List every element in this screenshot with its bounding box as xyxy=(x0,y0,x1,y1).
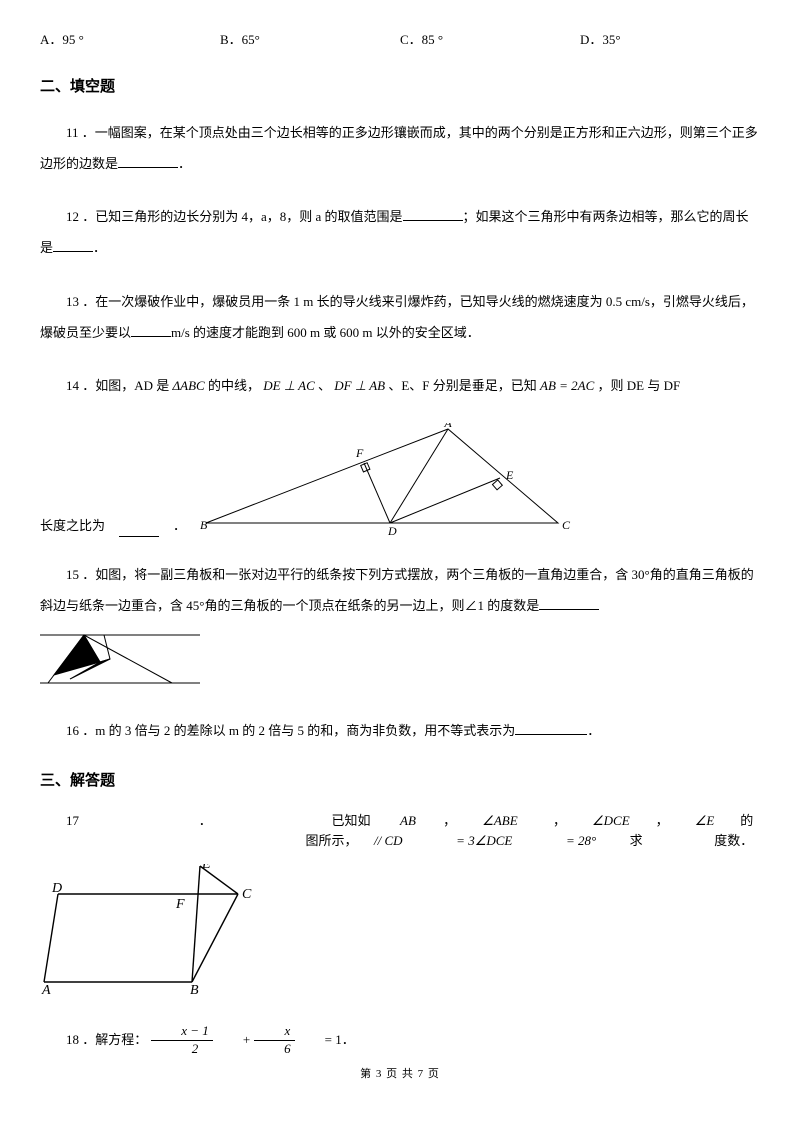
svg-text:C: C xyxy=(242,887,252,902)
q16-blank xyxy=(515,734,587,735)
q12-blank-2 xyxy=(53,251,93,252)
q17-tail2: 的度数． xyxy=(714,811,760,853)
question-12: 12 ．已知三角形的边长分别为 4，a，8，则 a 的取值范围是；如果这个三角形… xyxy=(40,201,760,263)
q18-frac2-num: x xyxy=(254,1024,295,1040)
q14-math-df: DF ⊥ AB xyxy=(334,378,385,393)
q17-gap2 xyxy=(212,811,306,853)
option-b: B．65° xyxy=(220,30,400,51)
q14-math-ab: AB = 2AC xyxy=(540,378,594,393)
question-18: 18 ．解方程： x − 1 2 + x 6 = 1． xyxy=(40,1024,760,1056)
q17-m2: ∠ABE = 3∠DCE xyxy=(456,811,527,853)
q17-m1: AB // CD xyxy=(374,811,417,853)
q17-m3: ∠DCE = 28° xyxy=(566,811,630,853)
q12-text-a: 12 ．已知三角形的边长分别为 4，a，8，则 a 的取值范围是 xyxy=(66,209,403,224)
q15-figure xyxy=(40,629,760,693)
q14-tail-dot: ． xyxy=(173,516,186,537)
q18-eq: = 1． xyxy=(299,1030,355,1051)
question-15: 15 ．如图，将一副三角板和一张对边平行的纸条按下列方式摆放，两个三角板的一直角… xyxy=(40,559,760,621)
q18-frac1-den: 2 xyxy=(151,1041,213,1056)
q17-gap xyxy=(79,811,173,853)
svg-text:B: B xyxy=(200,518,208,532)
q15-text: 15 ．如图，将一副三角板和一张对边平行的纸条按下列方式摆放，两个三角板的一直角… xyxy=(40,567,754,613)
q18-frac2-den: 6 xyxy=(254,1041,295,1056)
q14-blank xyxy=(119,536,159,537)
q14-tail-l: 长度之比为 xyxy=(40,516,105,537)
q14-e: ，则 DE 与 DF xyxy=(598,378,681,393)
svg-text:A: A xyxy=(443,423,452,430)
question-11: 11 ．一幅图案，在某个顶点处由三个边长相等的正多边形镶嵌而成，其中的两个分别是… xyxy=(40,117,760,179)
q17-dot: ． xyxy=(173,811,212,853)
q17-text: 已知如图所示， xyxy=(305,811,374,853)
svg-text:D: D xyxy=(51,881,62,896)
q12-tail: ． xyxy=(93,240,106,255)
svg-text:E: E xyxy=(505,468,514,482)
q14-math-abc: ΔABC xyxy=(173,378,205,393)
q14-b: 的中线， xyxy=(208,378,260,393)
q12-blank-1 xyxy=(403,220,463,221)
question-13: 13 ．在一次爆破作业中，爆破员用一条 1 m 长的导火线来引爆炸药，已知导火线… xyxy=(40,286,760,348)
q16-tail: ． xyxy=(587,723,600,738)
svg-text:E: E xyxy=(201,864,211,872)
q11-tail: ． xyxy=(178,156,191,171)
q17-figure: A B C D E F xyxy=(36,864,760,994)
q17-sep2: ， xyxy=(527,811,566,853)
q17-m4: ∠E xyxy=(669,811,715,853)
q11-blank xyxy=(118,167,178,168)
q18-frac2: x 6 xyxy=(254,1024,295,1056)
svg-text:A: A xyxy=(41,983,51,994)
q13-blank xyxy=(131,336,171,337)
q14-c: 、 xyxy=(318,378,331,393)
q14-d: 、E、F 分别是垂足，已知 xyxy=(388,378,536,393)
question-14-line: 14 ．如图，AD 是 ΔABC 的中线， DE ⊥ AC 、 DF ⊥ AB … xyxy=(40,370,760,401)
q18-label: 18 ．解方程： xyxy=(40,1030,147,1051)
q17-num: 17 xyxy=(40,811,79,853)
q13-text-b: m/s 的速度才能跑到 600 m 或 600 m 以外的安全区域． xyxy=(171,325,480,340)
section-3-title: 三、解答题 xyxy=(40,769,760,793)
q14-math-de: DE ⊥ AC xyxy=(263,378,315,393)
question-17: 17 ． 已知如图所示， AB // CD ， ∠ABE = 3∠DCE ， ∠… xyxy=(40,811,760,853)
option-a: A．95 ° xyxy=(40,30,220,51)
q15-blank xyxy=(539,609,599,610)
svg-text:F: F xyxy=(175,897,185,912)
page-footer: 第 3 页 共 7 页 xyxy=(40,1066,760,1084)
q18-frac1-num: x − 1 xyxy=(151,1024,213,1040)
svg-text:D: D xyxy=(387,524,397,537)
svg-text:B: B xyxy=(190,983,199,994)
q18-frac1: x − 1 2 xyxy=(151,1024,213,1056)
option-d: D．35° xyxy=(580,30,760,51)
q16-text: 16 ．m 的 3 倍与 2 的差除以 m 的 2 倍与 5 的和，商为非负数，… xyxy=(66,723,515,738)
svg-text:C: C xyxy=(562,518,571,532)
option-c: C．85 ° xyxy=(400,30,580,51)
q18-plus: + xyxy=(217,1030,250,1051)
q17-tail: ，求 xyxy=(630,811,669,853)
section-2-title: 二、填空题 xyxy=(40,75,760,99)
q14-figure: A B C D E F xyxy=(200,423,580,537)
q17-sep1: ， xyxy=(417,811,456,853)
question-16: 16 ．m 的 3 倍与 2 的差除以 m 的 2 倍与 5 的和，商为非负数，… xyxy=(40,715,760,746)
question-14-figure-row: 长度之比为 ． A B C D E F xyxy=(40,423,760,537)
q11-text: 11 ．一幅图案，在某个顶点处由三个边长相等的正多边形镶嵌而成，其中的两个分别是… xyxy=(40,125,758,171)
q14-a: 14 ．如图，AD 是 xyxy=(66,378,169,393)
svg-text:F: F xyxy=(355,446,364,460)
